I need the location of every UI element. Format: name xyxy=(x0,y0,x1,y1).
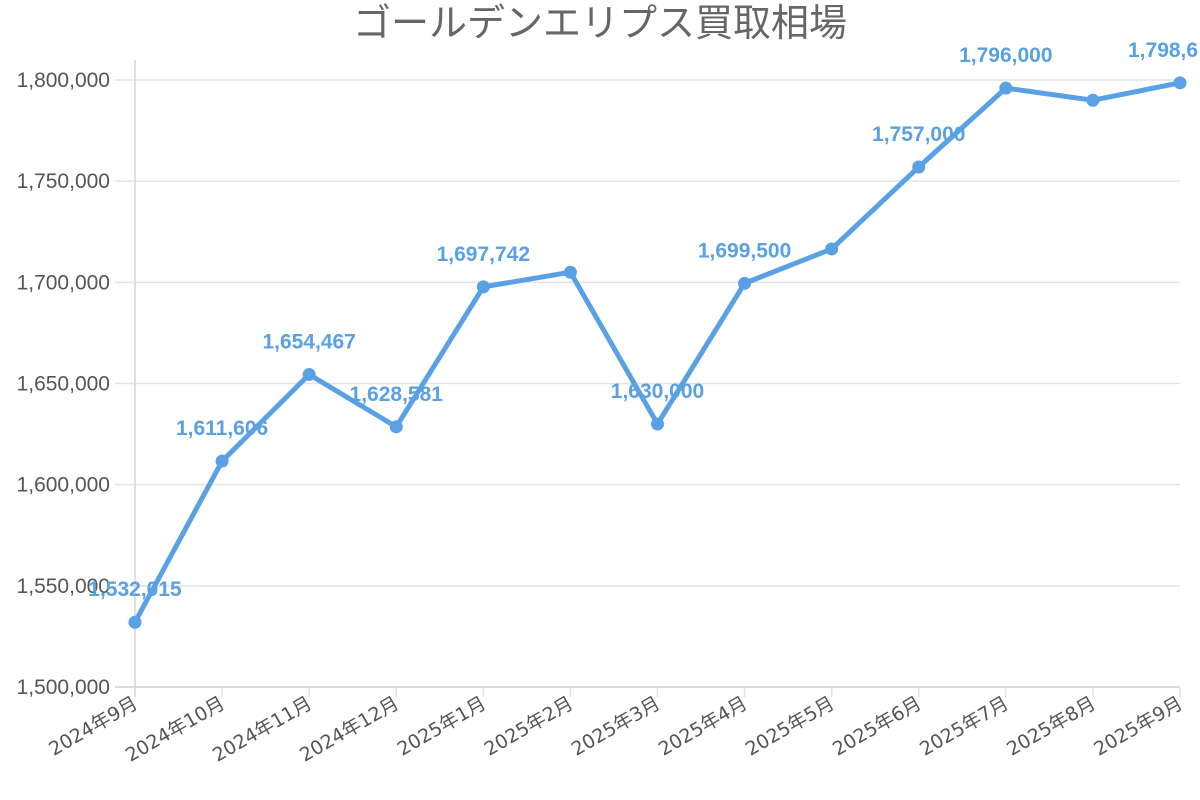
x-tick-label: 2025年2月 xyxy=(481,692,577,760)
x-tick-label: 2025年3月 xyxy=(568,692,664,760)
data-point xyxy=(825,242,839,256)
data-label: 1,628,581 xyxy=(350,383,444,406)
data-point xyxy=(651,417,664,431)
data-label: 1,796,000 xyxy=(959,44,1052,67)
y-axis-tick-labels: 1,500,000 1,550,000 1,600,000 1,650,000 1,70… xyxy=(17,69,110,699)
x-tick-label: 2025年7月 xyxy=(916,692,1012,760)
data-labels: 1,532,015 1,611,606 1,654,467 1,628,581 1,69… xyxy=(88,39,1198,601)
data-label: 1,532,015 xyxy=(88,578,182,601)
data-label: 1,697,742 xyxy=(437,243,530,266)
x-tick-label: 2025年5月 xyxy=(742,692,838,760)
data-point xyxy=(476,280,490,294)
y-tick-label: 1,550,000 xyxy=(17,575,110,598)
chart-title: ゴールデンエリプス買取相場 xyxy=(353,1,847,45)
data-label: 1,757,000 xyxy=(872,123,965,146)
data-point xyxy=(912,160,926,174)
y-tick-label: 1,750,000 xyxy=(17,170,110,193)
data-label: 1,611,606 xyxy=(176,417,268,440)
x-tick-label: 2025年8月 xyxy=(1003,692,1099,760)
data-point xyxy=(738,276,752,290)
data-point xyxy=(563,265,577,279)
data-point xyxy=(389,420,403,434)
data-point xyxy=(1173,76,1187,90)
data-point xyxy=(1086,93,1100,107)
x-tick-label: 2025年6月 xyxy=(829,692,925,760)
data-point xyxy=(215,454,229,468)
data-label: 1,798,6 xyxy=(1128,39,1198,62)
y-tick-label: 1,700,000 xyxy=(17,271,110,294)
data-points xyxy=(128,76,1187,629)
data-point xyxy=(128,615,142,629)
data-label: 1,654,467 xyxy=(262,330,355,353)
x-tick-label: 2024年12月 xyxy=(296,692,403,766)
x-tick-label: 2025年1月 xyxy=(394,692,490,760)
y-tick-label: 1,650,000 xyxy=(17,373,110,396)
y-tick-label: 1,800,000 xyxy=(17,69,110,92)
y-tick-label: 1,600,000 xyxy=(17,474,110,497)
x-axis-tick-labels: 2024年9月2024年10月2024年11月2024年12月2025年1月20… xyxy=(45,692,1186,766)
data-point xyxy=(999,81,1013,95)
x-tick-label: 2025年9月 xyxy=(1090,692,1186,760)
y-tick-label: 1,500,000 xyxy=(17,676,110,699)
grid-lines xyxy=(115,79,1181,697)
data-label: 1,699,500 xyxy=(698,239,791,262)
data-point xyxy=(302,367,316,381)
data-label: 1,630,000 xyxy=(611,380,704,403)
x-tick-label: 2025年4月 xyxy=(655,692,751,760)
